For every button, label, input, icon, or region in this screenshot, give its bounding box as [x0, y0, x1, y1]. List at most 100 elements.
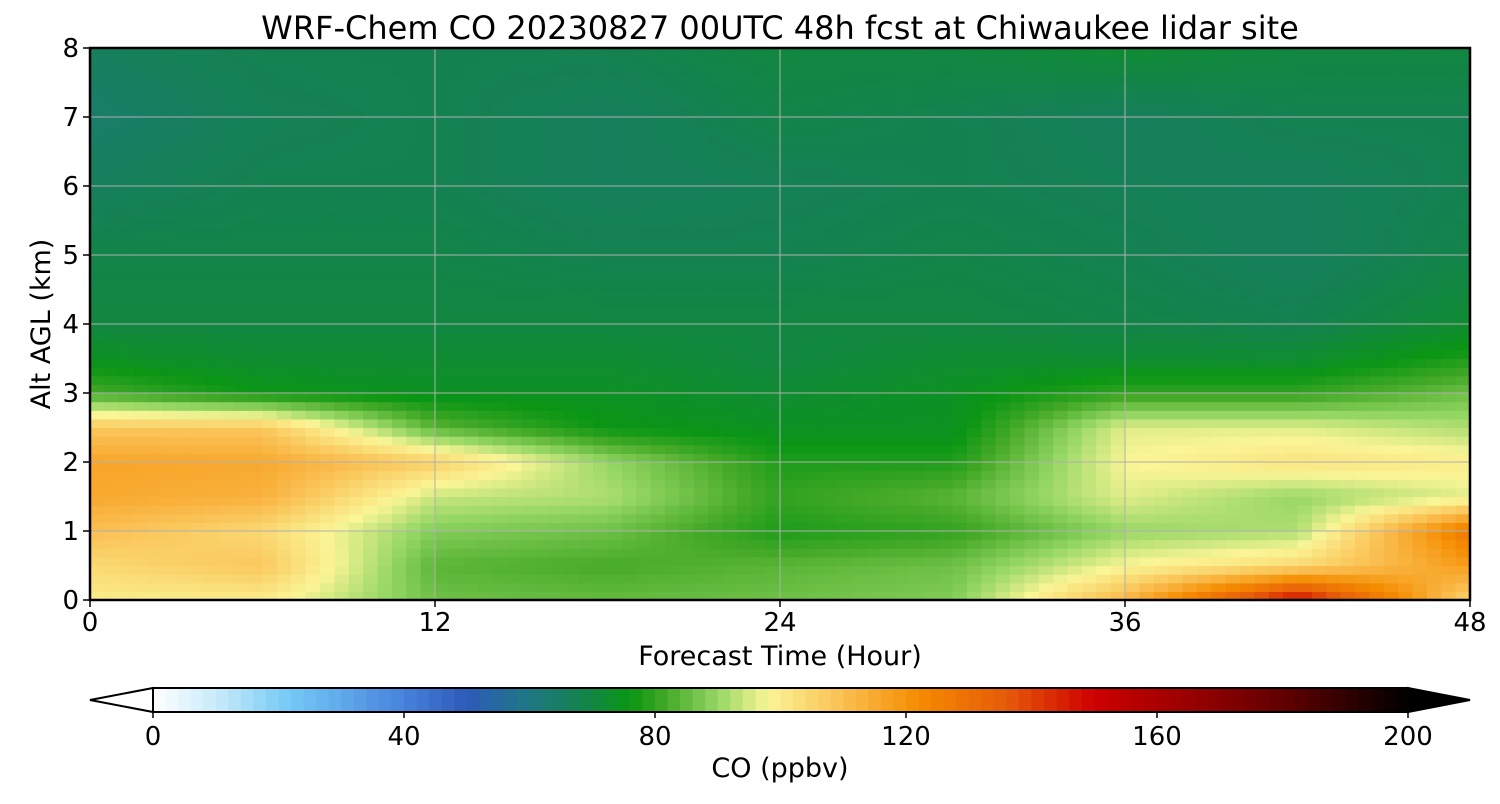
heatmap-cell	[320, 211, 335, 222]
heatmap-cell	[147, 487, 163, 498]
heatmap-cell	[837, 306, 853, 316]
heatmap-cell	[607, 237, 623, 247]
heatmap-cell	[133, 358, 149, 368]
heatmap-cell	[276, 298, 292, 308]
heatmap-cell	[837, 194, 853, 204]
heatmap-cell	[823, 393, 839, 403]
heatmap-cell	[535, 237, 551, 247]
heatmap-cell	[363, 349, 379, 360]
heatmap-cell	[1225, 444, 1241, 454]
heatmap-cell	[118, 582, 134, 592]
heatmap-cell	[1441, 479, 1457, 489]
heatmap-cell	[1412, 513, 1428, 523]
heatmap-cell	[1110, 358, 1126, 368]
heatmap-cell	[866, 384, 882, 394]
heatmap-cell	[506, 220, 522, 230]
heatmap-cell	[1426, 582, 1442, 592]
heatmap-cell	[1297, 367, 1313, 377]
heatmap-cell	[851, 255, 867, 265]
heatmap-cell	[1053, 574, 1069, 584]
heatmap-cell	[535, 255, 551, 265]
heatmap-cell	[895, 470, 910, 480]
heatmap-cell	[1081, 479, 1097, 489]
heatmap-cell	[1326, 211, 1342, 222]
heatmap-cell	[521, 332, 537, 342]
heatmap-cell	[665, 211, 680, 222]
heatmap-cell	[1240, 298, 1255, 308]
heatmap-cell	[1398, 289, 1414, 299]
heatmap-cell	[952, 229, 968, 239]
heatmap-cell	[995, 298, 1011, 308]
heatmap-cell	[1383, 401, 1399, 411]
heatmap-cell	[621, 220, 637, 230]
heatmap-cell	[1355, 393, 1370, 403]
heatmap-cell	[880, 220, 896, 230]
heatmap-cell	[736, 505, 752, 515]
heatmap-cell	[521, 315, 537, 325]
heatmap-cell	[161, 496, 177, 506]
heatmap-cell	[248, 341, 264, 351]
heatmap-cell	[104, 522, 120, 532]
heatmap-cell	[1225, 548, 1241, 558]
heatmap-cell	[1297, 462, 1313, 472]
heatmap-cell	[550, 487, 565, 498]
heatmap-cell	[837, 453, 853, 463]
heatmap-cell	[1383, 574, 1399, 584]
heatmap-cell	[1441, 177, 1457, 187]
heatmap-cell	[205, 410, 220, 420]
heatmap-cell	[1110, 306, 1126, 316]
heatmap-cell	[535, 496, 551, 506]
heatmap-cell	[1412, 186, 1428, 196]
heatmap-cell	[593, 220, 609, 230]
heatmap-cell	[1412, 280, 1428, 291]
heatmap-cell	[521, 168, 537, 178]
heatmap-cell	[1125, 462, 1140, 472]
heatmap-cell	[1196, 280, 1212, 291]
heatmap-cell	[1010, 177, 1025, 187]
heatmap-cell	[593, 280, 609, 291]
heatmap-cell	[377, 186, 393, 196]
heatmap-cell	[1441, 220, 1457, 230]
heatmap-cell	[1412, 349, 1428, 360]
heatmap-cell	[995, 487, 1011, 498]
heatmap-cell	[1398, 436, 1414, 446]
heatmap-cell	[866, 168, 882, 178]
heatmap-cell	[1297, 496, 1313, 506]
heatmap-cell	[679, 358, 695, 368]
heatmap-cell	[449, 479, 465, 489]
heatmap-cell	[794, 349, 810, 360]
heatmap-cell	[1024, 177, 1040, 187]
heatmap-cell	[1067, 220, 1083, 230]
heatmap-cell	[1225, 591, 1241, 601]
heatmap-cell	[276, 427, 292, 437]
heatmap-cell	[1369, 436, 1385, 446]
heatmap-cell	[1182, 487, 1198, 498]
heatmap-cell	[923, 513, 939, 523]
heatmap-cell	[1311, 168, 1327, 178]
heatmap-cell	[621, 505, 637, 515]
heatmap-cell	[435, 548, 450, 558]
heatmap-cell	[521, 306, 537, 316]
heatmap-cell	[133, 151, 149, 161]
heatmap-cell	[291, 151, 307, 161]
heatmap-cell	[736, 531, 752, 541]
heatmap-cell	[1182, 565, 1198, 575]
heatmap-cell	[1455, 496, 1471, 506]
heatmap-cell	[1254, 427, 1270, 437]
heatmap-cell	[808, 418, 824, 429]
heatmap-cell	[1010, 211, 1025, 222]
heatmap-cell	[880, 393, 896, 403]
heatmap-cell	[406, 220, 422, 230]
heatmap-cell	[435, 453, 450, 463]
heatmap-cell	[938, 246, 954, 256]
heatmap-cell	[1168, 263, 1184, 273]
heatmap-cell	[851, 332, 867, 342]
heatmap-cell	[1182, 522, 1198, 532]
heatmap-cell	[1240, 505, 1255, 515]
heatmap-cell	[190, 151, 206, 161]
heatmap-cell	[1067, 522, 1083, 532]
heatmap-cell	[895, 427, 910, 437]
heatmap-cell	[506, 229, 522, 239]
heatmap-cell	[1182, 168, 1198, 178]
heatmap-cell	[161, 470, 177, 480]
